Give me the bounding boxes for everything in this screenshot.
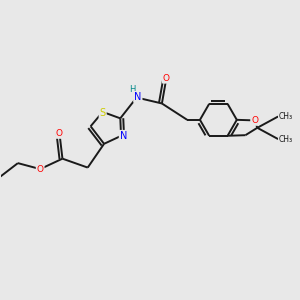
- Text: O: O: [37, 165, 44, 174]
- Text: N: N: [120, 131, 127, 141]
- Text: O: O: [56, 129, 63, 138]
- Text: H: H: [129, 85, 135, 94]
- Text: CH₃: CH₃: [279, 135, 293, 144]
- Text: N: N: [134, 92, 142, 102]
- Text: CH₃: CH₃: [279, 112, 293, 121]
- Text: S: S: [100, 108, 106, 118]
- Text: O: O: [251, 116, 258, 125]
- Text: O: O: [163, 74, 170, 83]
